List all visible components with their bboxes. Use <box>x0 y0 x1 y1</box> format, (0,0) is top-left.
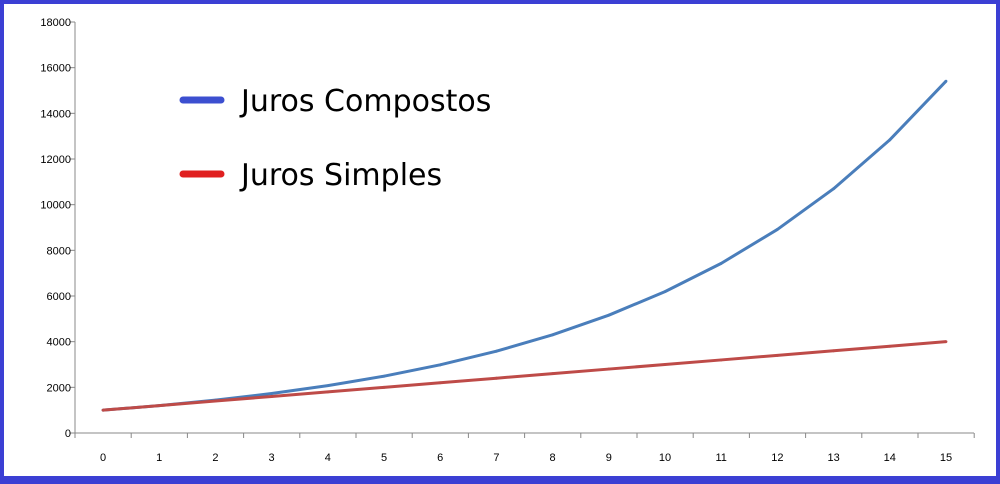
data-point <box>944 340 948 344</box>
legend-label: Juros Compostos <box>239 84 491 119</box>
data-point <box>326 390 330 394</box>
data-point <box>719 358 723 362</box>
data-point <box>776 228 779 231</box>
data-point <box>326 384 330 388</box>
data-point <box>495 349 498 353</box>
legend-label: Juros Simples <box>239 158 442 193</box>
series-layer <box>101 79 948 412</box>
data-point <box>382 374 386 378</box>
axes: 0200040006000800010000120001400016000180… <box>40 17 975 464</box>
x-tick-label: 0 <box>100 452 106 464</box>
series-line-1 <box>102 340 947 412</box>
x-tick-label: 14 <box>884 452 896 464</box>
x-tick-label: 11 <box>715 452 726 464</box>
x-tick-label: 8 <box>550 452 556 464</box>
data-point <box>607 367 611 371</box>
y-tick-label: 0 <box>65 428 71 440</box>
data-point <box>832 187 835 191</box>
x-tick-label: 13 <box>827 452 839 464</box>
y-tick-label: 6000 <box>47 291 71 303</box>
data-point <box>270 392 273 395</box>
x-tick-label: 15 <box>940 452 952 464</box>
x-tick-label: 3 <box>269 452 275 464</box>
x-tick-label: 1 <box>156 452 162 464</box>
data-point <box>214 399 217 403</box>
data-point <box>438 381 442 385</box>
data-point <box>719 261 723 265</box>
y-tick-label: 18000 <box>40 17 71 29</box>
legend: Juros Compostos Juros Simples <box>179 84 491 193</box>
data-point <box>888 138 892 142</box>
y-tick-label: 12000 <box>40 154 71 166</box>
data-point <box>101 408 105 412</box>
x-tick-label: 6 <box>437 452 443 464</box>
x-tick-label: 7 <box>493 452 499 464</box>
x-tick-label: 4 <box>325 452 331 464</box>
data-point <box>157 404 161 407</box>
data-point <box>663 290 667 294</box>
data-point <box>663 363 667 366</box>
data-point <box>551 372 554 376</box>
series-line-0 <box>102 80 948 412</box>
y-tick-label: 2000 <box>47 382 71 394</box>
data-point <box>776 353 779 357</box>
y-tick-label: 10000 <box>40 200 71 212</box>
data-point <box>270 395 273 398</box>
x-tick-label: 12 <box>771 452 783 464</box>
y-tick-label: 4000 <box>47 337 71 349</box>
data-point <box>495 376 498 380</box>
data-point <box>832 349 835 353</box>
data-point <box>944 79 948 83</box>
data-point <box>438 363 442 367</box>
data-point <box>888 344 892 348</box>
data-point <box>382 385 386 389</box>
data-point <box>551 333 554 337</box>
data-point <box>607 313 611 317</box>
line-chart: 0200040006000800010000120001400016000180… <box>40 17 975 464</box>
y-tick-label: 14000 <box>40 108 71 120</box>
x-tick-label: 2 <box>212 452 218 464</box>
y-tick-label: 8000 <box>47 245 71 257</box>
x-tick-label: 10 <box>659 452 671 464</box>
x-tick-label: 5 <box>381 452 387 464</box>
y-tick-label: 16000 <box>40 63 71 75</box>
x-tick-label: 9 <box>606 452 612 464</box>
